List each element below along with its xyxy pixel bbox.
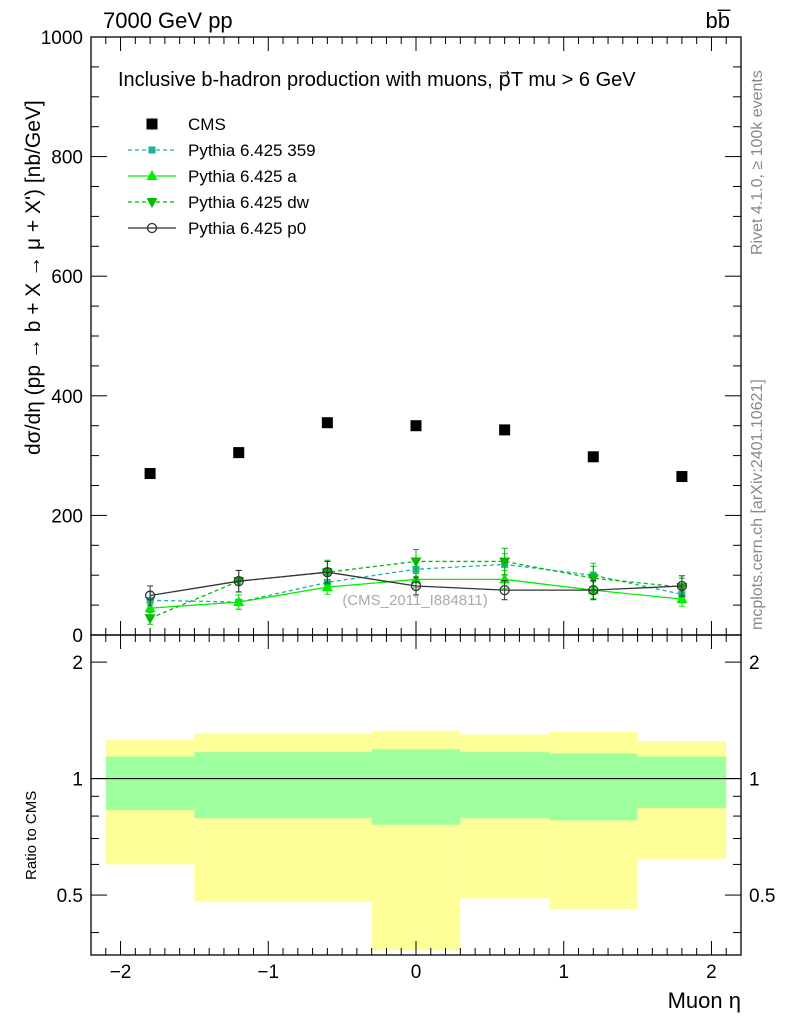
data-point-pythia-6-425-p0	[410, 580, 422, 592]
data-point-cms	[144, 468, 156, 480]
ratio-y-tick-label-right: 2	[749, 653, 760, 674]
data-point-pythia-6-425-a	[321, 581, 333, 592]
mcplots-label: mcplots.cern.ch [arXiv:2401.10621]	[749, 379, 766, 630]
y-tick-label: 600	[51, 267, 83, 288]
energy-label: 7000 GeV pp	[103, 8, 233, 33]
data-point-cms	[233, 447, 245, 459]
data-point-pythia-6-425-a	[676, 593, 688, 604]
ratio-band-1sigma	[460, 752, 549, 819]
ratio-band-1sigma	[194, 752, 372, 819]
ratio-y-axis-label: Ratio to CMS	[23, 791, 40, 880]
data-point-cms	[321, 417, 333, 429]
ratio-panel: −2 −1 0 1 2 0.5 0.5 1 1 2 2	[57, 635, 775, 983]
ratio-band-1sigma	[548, 753, 638, 821]
x-axis-label: Muon η	[668, 988, 741, 1013]
ratio-band-1sigma	[637, 756, 727, 808]
legend-label-pythia-6-425-a: Pythia 6.425 a	[188, 167, 297, 186]
legend-label-pythia-6-425-dw: Pythia 6.425 dw	[188, 193, 310, 212]
ratio-y-tick-label: 1	[72, 770, 83, 791]
data-point-pythia-6-425-p0	[588, 585, 599, 596]
ratio-band-1sigma	[371, 749, 461, 825]
legend-marker-pythia-6-425-p0	[146, 222, 158, 234]
legend-label-cms: CMS	[188, 115, 226, 134]
data-point-cms	[676, 471, 688, 483]
legend-marker-cms	[146, 118, 158, 130]
plot-title: Inclusive b-hadron production with muons…	[118, 69, 636, 91]
y-tick-label: 400	[51, 387, 83, 408]
x-tick-label: 2	[706, 962, 717, 983]
data-point-cms	[587, 451, 599, 463]
ratio-band-1sigma	[105, 756, 195, 810]
y-axis-label: dσ/dη (pp → b + X → μ + X') [nb/GeV]	[22, 100, 45, 455]
legend: CMS Pythia 6.425 359 Pythia 6.425 a Pythia …	[128, 115, 316, 238]
data-point-cms	[499, 424, 511, 436]
legend-marker-pythia-6-425-dw	[146, 198, 158, 208]
data-point-pythia-6-425-a	[233, 596, 245, 607]
ratio-y-tick-label-right: 1	[749, 770, 760, 791]
data-point-cms	[410, 420, 422, 432]
y-tick-label: 0	[72, 626, 83, 647]
rivet-version-label: Rivet 4.1.0, ≥ 100k events	[749, 70, 766, 255]
legend-marker-pythia-6-425-359	[148, 146, 156, 154]
process-label: bb̅	[706, 8, 731, 33]
ratio-y-tick-label: 2	[72, 653, 83, 674]
data-point-pythia-6-425-dw	[144, 614, 156, 625]
data-point-pythia-6-425-a	[144, 602, 156, 613]
data-point-pythia-6-425-p0	[322, 567, 333, 578]
ratio-frame	[90, 634, 742, 956]
x-tick-label: −1	[257, 962, 279, 983]
data-point-pythia-6-425-dw	[587, 574, 599, 585]
x-tick-label: −2	[110, 962, 132, 983]
analysis-watermark: (CMS_2011_I884811)	[342, 592, 487, 609]
x-tick-label: 0	[411, 962, 422, 983]
ratio-y-tick-label: 0.5	[57, 886, 83, 907]
data-point-pythia-6-425-p0	[233, 576, 244, 587]
main-panel: 0 200 400 600 800 1000	[41, 28, 742, 647]
x-tick-label: 1	[558, 962, 569, 983]
y-tick-label: 1000	[41, 28, 83, 49]
y-tick-label: 200	[51, 506, 83, 527]
ratio-y-tick-label-right: 0.5	[749, 886, 775, 907]
legend-label-pythia-6-425-359: Pythia 6.425 359	[188, 141, 316, 160]
data-point-pythia-6-425-p0	[676, 580, 688, 592]
data-point-pythia-6-425-dw	[499, 557, 511, 568]
y-tick-label: 800	[51, 148, 83, 169]
data-point-pythia-6-425-dw	[410, 557, 422, 568]
legend-marker-pythia-6-425-a	[146, 170, 158, 180]
data-point-pythia-6-425-p0	[499, 585, 510, 596]
data-point-pythia-6-425-p0	[144, 590, 156, 601]
legend-label-pythia-6-425-p0: Pythia 6.425 p0	[188, 219, 306, 238]
